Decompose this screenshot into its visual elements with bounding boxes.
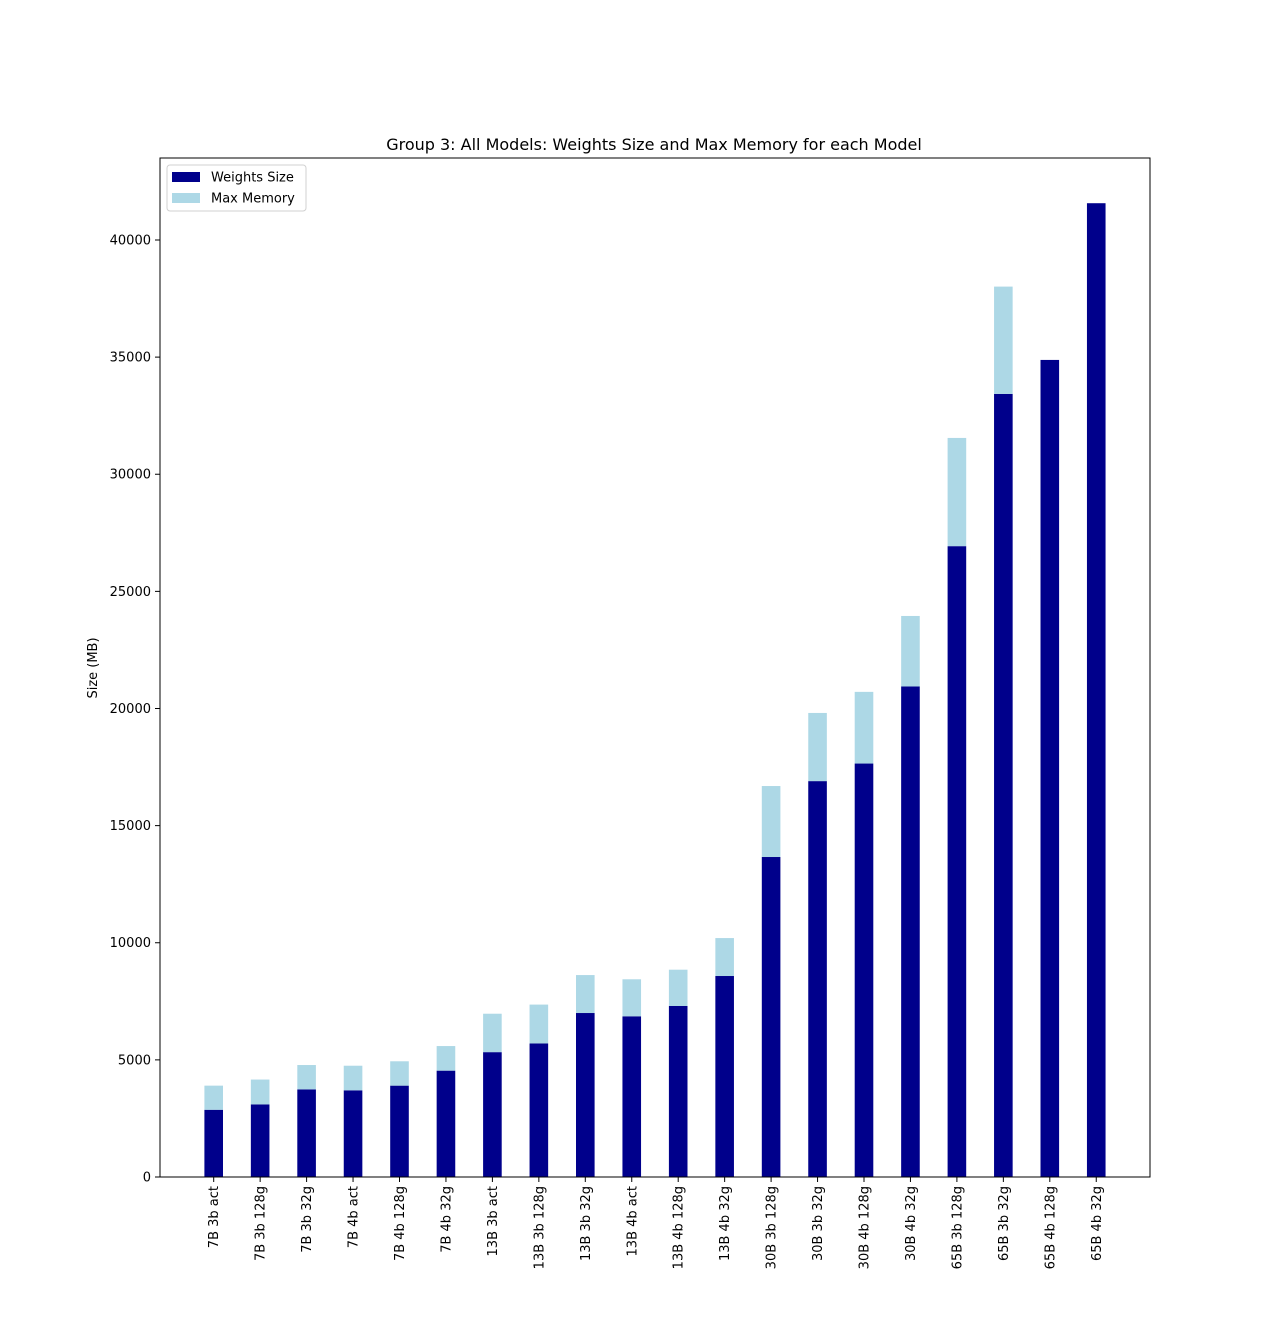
- y-axis-label: Size (MB): [86, 637, 101, 698]
- bar-weights-size-15: [901, 686, 920, 1177]
- bar-max-memory-1: [250, 1079, 270, 1105]
- x-tick-label-11: 13B 4b 32g: [718, 1186, 733, 1261]
- x-tick-label-14: 30B 4b 128g: [858, 1186, 873, 1269]
- bar-weights-size-12: [761, 857, 781, 1177]
- bar-max-memory-8: [576, 975, 595, 1014]
- y-tick-label-4: 20000: [110, 702, 151, 717]
- x-axis: 7B 3b act 7B 3b 128g 7B 3b 32g 7B 4b act 7B …: [207, 1177, 1105, 1269]
- bar-weights-size-11: [715, 976, 734, 1177]
- bar-max-memory-3: [343, 1065, 363, 1091]
- x-tick-label-17: 65B 3b 32g: [997, 1186, 1012, 1261]
- x-tick-label-8: 13B 3b 32g: [579, 1186, 594, 1261]
- x-tick-label-10: 13B 4b 128g: [672, 1186, 687, 1269]
- bar-weights-size-13: [808, 781, 827, 1177]
- bar-weights-size-2: [297, 1089, 316, 1177]
- legend-label-1: Max Memory: [211, 192, 295, 207]
- plot-frame: [159, 157, 1151, 1178]
- bar-weights-size-4: [390, 1085, 409, 1177]
- x-tick-label-0: 7B 3b act: [207, 1186, 222, 1248]
- bar-max-memory-7: [529, 1004, 549, 1044]
- bar-weights-size-17: [994, 393, 1013, 1177]
- bar-weights-size-18: [1040, 359, 1060, 1177]
- y-tick-label-8: 40000: [110, 233, 151, 248]
- bar-max-memory-13: [808, 712, 827, 782]
- bar-weights-size-9: [622, 1016, 642, 1177]
- x-tick-label-4: 7B 4b 128g: [393, 1186, 408, 1261]
- y-tick-label-0: 0: [143, 1171, 151, 1186]
- x-tick-label-9: 13B 4b act: [625, 1186, 640, 1256]
- bar-max-memory-0: [204, 1085, 223, 1110]
- x-tick-label-18: 65B 4b 128g: [1043, 1186, 1058, 1269]
- legend-box: [166, 164, 307, 212]
- bar-weights-size-8: [576, 1013, 595, 1177]
- x-tick-label-15: 30B 4b 32g: [904, 1186, 919, 1261]
- bar-weights-size-19: [1086, 203, 1106, 1177]
- y-tick-label-5: 25000: [110, 585, 151, 600]
- bar-weights-size-16: [947, 546, 967, 1177]
- x-tick-label-2: 7B 3b 32g: [300, 1186, 315, 1253]
- bar-weights-size-7: [529, 1043, 549, 1177]
- bar-max-memory-17: [994, 286, 1013, 394]
- bar-max-memory-16: [947, 437, 967, 547]
- bar-max-memory-9: [622, 979, 642, 1017]
- y-tick-label-6: 30000: [110, 468, 151, 483]
- bar-max-memory-12: [761, 786, 781, 858]
- bar-max-memory-14: [854, 691, 874, 764]
- x-tick-label-19: 65B 4b 32g: [1090, 1186, 1105, 1261]
- y-tick-label-1: 5000: [118, 1053, 151, 1068]
- y-axis: 0 5000 10000 15000 20000 25000 30000 35000 40000: [110, 233, 160, 1186]
- bar-max-memory-5: [436, 1046, 456, 1071]
- legend-swatch-1: [172, 193, 200, 203]
- x-tick-label-6: 13B 3b act: [486, 1186, 501, 1256]
- legend-label-0: Weights Size: [211, 171, 294, 186]
- x-tick-label-5: 7B 4b 32g: [439, 1186, 454, 1253]
- x-tick-label-1: 7B 3b 128g: [254, 1186, 269, 1261]
- bar-max-memory-6: [483, 1013, 502, 1053]
- bar-weights-size-14: [854, 763, 874, 1177]
- bar-weights-size-1: [250, 1104, 270, 1177]
- legend-swatch-0: [172, 172, 200, 182]
- bar-max-memory-4: [390, 1061, 409, 1086]
- legend: Weights Size Max Memory: [166, 164, 307, 212]
- bars-group: [204, 203, 1106, 1177]
- y-tick-label-3: 15000: [110, 819, 151, 834]
- bar-weights-size-10: [668, 1006, 688, 1177]
- x-tick-label-12: 30B 3b 128g: [765, 1186, 780, 1269]
- x-tick-label-13: 30B 3b 32g: [811, 1186, 826, 1261]
- y-tick-label-7: 35000: [110, 351, 151, 366]
- x-tick-label-3: 7B 4b act: [347, 1186, 362, 1248]
- bar-max-memory-10: [668, 969, 688, 1006]
- bar-max-memory-11: [715, 938, 734, 977]
- x-tick-label-7: 13B 3b 128g: [532, 1186, 547, 1269]
- bar-weights-size-0: [204, 1109, 223, 1177]
- bar-weights-size-5: [436, 1070, 456, 1177]
- bar-max-memory-15: [901, 615, 920, 687]
- bar-weights-size-3: [343, 1090, 363, 1177]
- x-tick-label-16: 65B 3b 128g: [950, 1186, 965, 1269]
- y-tick-label-2: 10000: [110, 936, 151, 951]
- bar-max-memory-2: [297, 1065, 316, 1090]
- chart-title: Group 3: All Models: Weights Size and Ma…: [386, 135, 922, 154]
- bar-weights-size-6: [483, 1052, 502, 1177]
